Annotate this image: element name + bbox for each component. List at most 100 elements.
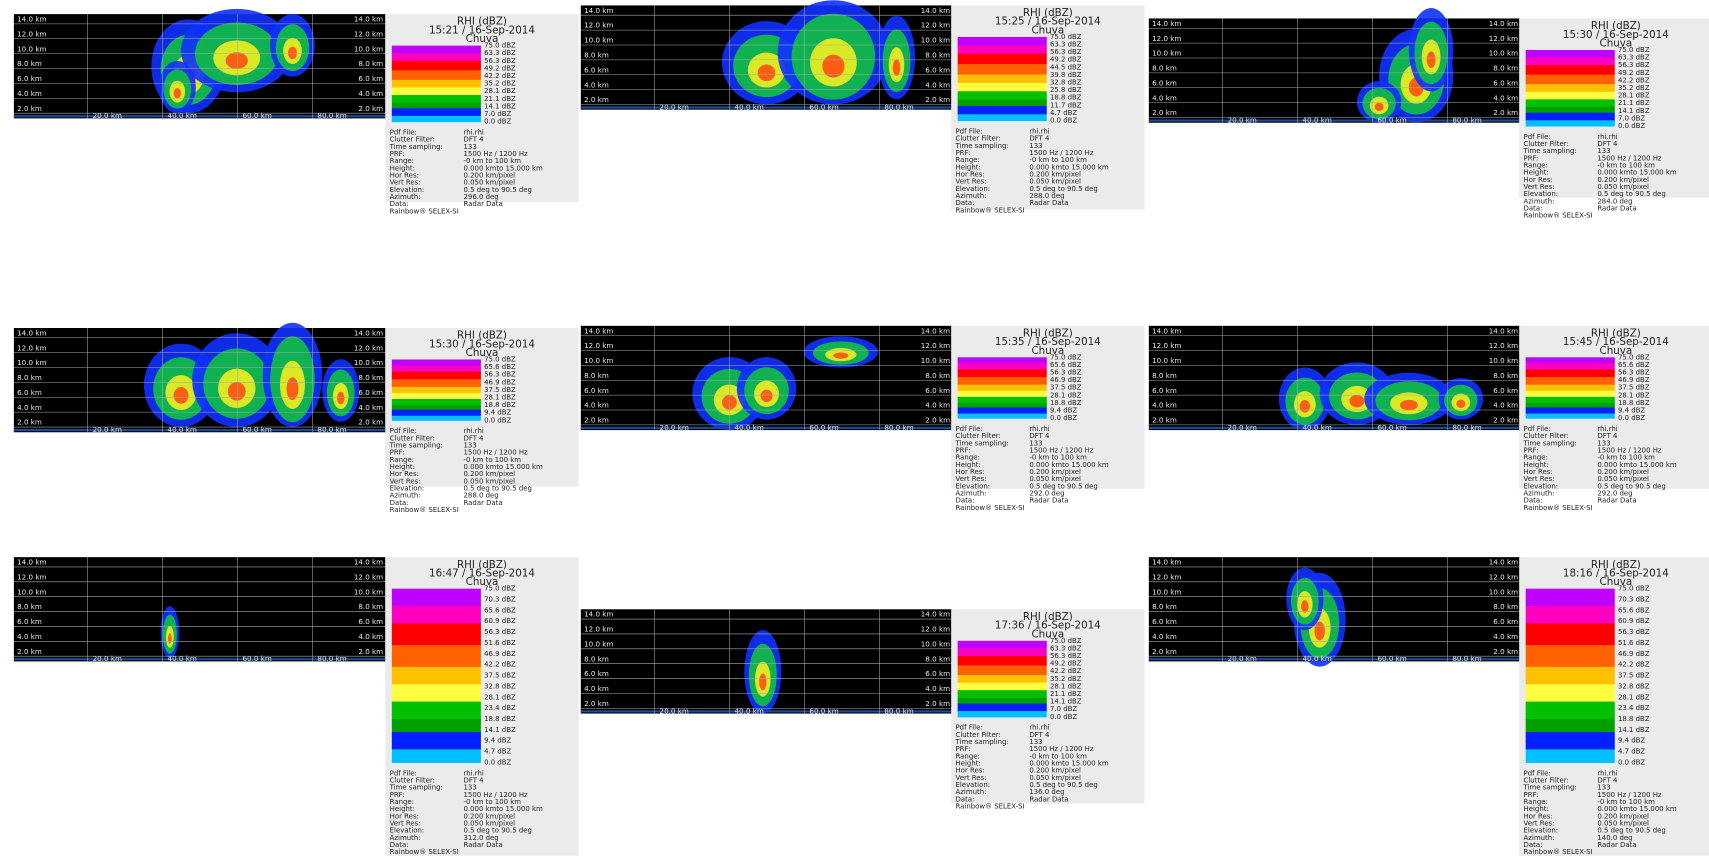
- colorbar-segment: [1526, 745, 1615, 750]
- scale-label: 0.0 dBZ: [1050, 117, 1077, 125]
- echo: [822, 55, 844, 78]
- y-label: 6.0 km: [17, 388, 42, 397]
- scale-label: 23.4 dBZ: [1618, 704, 1650, 712]
- colorbar-segment: [1526, 732, 1615, 737]
- y-label: 4.0 km: [17, 403, 42, 412]
- x-label: 60.0 km: [242, 654, 271, 663]
- data-value: Radar Data: [1029, 497, 1068, 505]
- y-label: 4.0 km: [358, 89, 383, 98]
- y-label: 14.0 km: [354, 328, 383, 337]
- colorbar-segment: [1526, 658, 1615, 663]
- y-label: 6.0 km: [1152, 78, 1177, 87]
- scale-label: 4.7 dBZ: [1618, 748, 1645, 756]
- colorbar-segment: [392, 632, 481, 637]
- scale-label: 46.9 dBZ: [1618, 650, 1650, 658]
- y-label: 10.0 km: [17, 587, 46, 596]
- x-label: 20.0 km: [660, 706, 689, 715]
- y-label: 12.0 km: [584, 21, 613, 30]
- y-label: 10.0 km: [584, 639, 613, 648]
- y-label: 10.0 km: [354, 358, 383, 367]
- footer: Rainbow® SELEX-SI: [1524, 848, 1593, 856]
- echo: [759, 674, 766, 691]
- colorbar-segment: [392, 715, 481, 720]
- echo: [226, 52, 248, 69]
- x-label: 60.0 km: [1377, 116, 1406, 125]
- y-label: 2.0 km: [1152, 647, 1177, 656]
- y-label: 2.0 km: [1493, 416, 1518, 425]
- y-label: 6.0 km: [584, 386, 609, 395]
- colorbar-segment: [392, 663, 481, 668]
- y-label: 8.0 km: [925, 50, 950, 59]
- y-label: 4.0 km: [925, 401, 950, 410]
- x-label: 60.0 km: [242, 111, 271, 120]
- scale-label: 9.4 dBZ: [484, 737, 511, 745]
- colorbar-segment: [1526, 619, 1615, 624]
- colorbar-segment: [392, 732, 481, 737]
- y-label: 6.0 km: [358, 74, 383, 83]
- y-label: 4.0 km: [584, 80, 609, 89]
- scale-label: 14.1 dBZ: [484, 726, 516, 734]
- y-label: 14.0 km: [1489, 326, 1518, 335]
- y-label: 2.0 km: [1493, 108, 1518, 117]
- colorbar-segment: [1526, 663, 1615, 668]
- scale-label: 0.0 dBZ: [484, 118, 511, 126]
- colorbar-segment: [392, 623, 481, 628]
- y-label: 12.0 km: [1152, 341, 1181, 350]
- x-label: 20.0 km: [1228, 423, 1257, 432]
- y-label: 2.0 km: [358, 104, 383, 113]
- scale-label: 51.6 dBZ: [484, 639, 516, 647]
- colorbar-segment: [1526, 593, 1615, 598]
- scale-label: 0.0 dBZ: [484, 416, 511, 424]
- footer: Rainbow® SELEX-SI: [1524, 504, 1593, 512]
- echo: [287, 377, 299, 400]
- radar-panel: 20.0 km40.0 km60.0 km80.0 km14.0 km14.0 …: [14, 557, 579, 856]
- y-label: 8.0 km: [358, 602, 383, 611]
- y-label: 12.0 km: [1489, 341, 1518, 350]
- colorbar-segment: [392, 658, 481, 663]
- scale-label: 9.4 dBZ: [1618, 737, 1645, 745]
- colorbar-segment: [392, 606, 481, 611]
- y-label: 8.0 km: [1152, 602, 1177, 611]
- y-label: 6.0 km: [358, 617, 383, 626]
- y-label: 2.0 km: [1152, 108, 1177, 117]
- y-label: 8.0 km: [1493, 371, 1518, 380]
- colorbar-segment: [1526, 602, 1615, 607]
- y-label: 12.0 km: [17, 343, 46, 352]
- colorbar-segment: [392, 619, 481, 624]
- y-label: 10.0 km: [1489, 49, 1518, 58]
- y-label: 2.0 km: [584, 95, 609, 104]
- x-label: 60.0 km: [1377, 654, 1406, 663]
- y-label: 14.0 km: [354, 558, 383, 567]
- scale-label: 60.9 dBZ: [484, 617, 516, 625]
- echo: [1427, 51, 1436, 68]
- radar-panel: 20.0 km40.0 km60.0 km80.0 km14.0 km14.0 …: [581, 609, 1145, 810]
- colorbar-segment: [392, 120, 481, 122]
- colorbar-segment: [392, 736, 481, 741]
- data-value: Radar Data: [1597, 205, 1636, 213]
- y-label: 14.0 km: [1489, 558, 1518, 567]
- data-value: Radar Data: [1597, 841, 1636, 849]
- scale-label: 65.6 dBZ: [1618, 606, 1650, 614]
- scale-label: 14.1 dBZ: [1618, 726, 1650, 734]
- x-label: 20.0 km: [93, 654, 122, 663]
- echo: [288, 47, 297, 60]
- scale-label: 42.2 dBZ: [1618, 661, 1650, 669]
- echo: [1400, 400, 1418, 410]
- colorbar-segment: [1526, 417, 1615, 419]
- y-label: 6.0 km: [584, 669, 609, 678]
- scale-label: 37.5 dBZ: [484, 672, 516, 680]
- radar-grid: 20.0 km40.0 km60.0 km80.0 km14.0 km14.0 …: [0, 0, 1709, 858]
- colorbar-segment: [392, 754, 481, 759]
- y-label: 10.0 km: [17, 44, 46, 53]
- x-label: 60.0 km: [809, 706, 838, 715]
- y-label: 14.0 km: [921, 6, 950, 15]
- colorbar-segment: [958, 417, 1047, 419]
- colorbar-segment: [392, 745, 481, 750]
- footer: Rainbow® SELEX-SI: [390, 506, 459, 514]
- colorbar-segment: [958, 118, 1047, 121]
- echo: [1314, 622, 1324, 641]
- y-label: 12.0 km: [584, 341, 613, 350]
- colorbar-segment: [392, 693, 481, 698]
- y-label: 12.0 km: [1152, 572, 1181, 581]
- scale-label: 0.0 dBZ: [1050, 414, 1077, 422]
